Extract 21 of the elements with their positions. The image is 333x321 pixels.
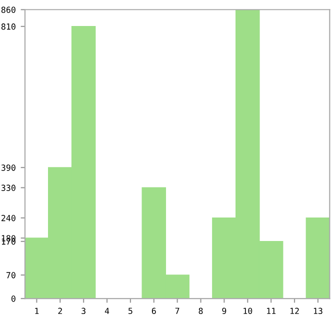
x-tick-label: 4 <box>104 308 110 314</box>
y-tick-label: 860 <box>1 6 16 13</box>
y-tick-label: 240 <box>2 214 16 222</box>
x-tick-label: 3 <box>82 308 86 314</box>
x-tick-label: 10 <box>244 308 252 314</box>
x-tick-label: 2 <box>58 308 62 314</box>
bar <box>306 217 330 299</box>
x-tick-label: 1 <box>35 308 39 314</box>
x-tick-label: 8 <box>198 308 203 314</box>
y-tick-label: 0 <box>11 296 16 302</box>
x-tick-label: 12 <box>290 308 299 314</box>
y-tick-label: 810 <box>1 23 16 30</box>
y-tick-label: 70 <box>6 272 16 278</box>
x-tick-label: 11 <box>267 308 276 314</box>
x-tick-label: 7 <box>175 308 180 314</box>
x-tick-label: 9 <box>222 308 226 314</box>
y-tick-label: 330 <box>1 184 16 191</box>
y-tick-label: 390 <box>1 164 16 171</box>
x-tick-label: 13 <box>314 308 322 314</box>
x-tick-label: 6 <box>152 308 156 314</box>
x-tick-label: 5 <box>128 308 132 314</box>
